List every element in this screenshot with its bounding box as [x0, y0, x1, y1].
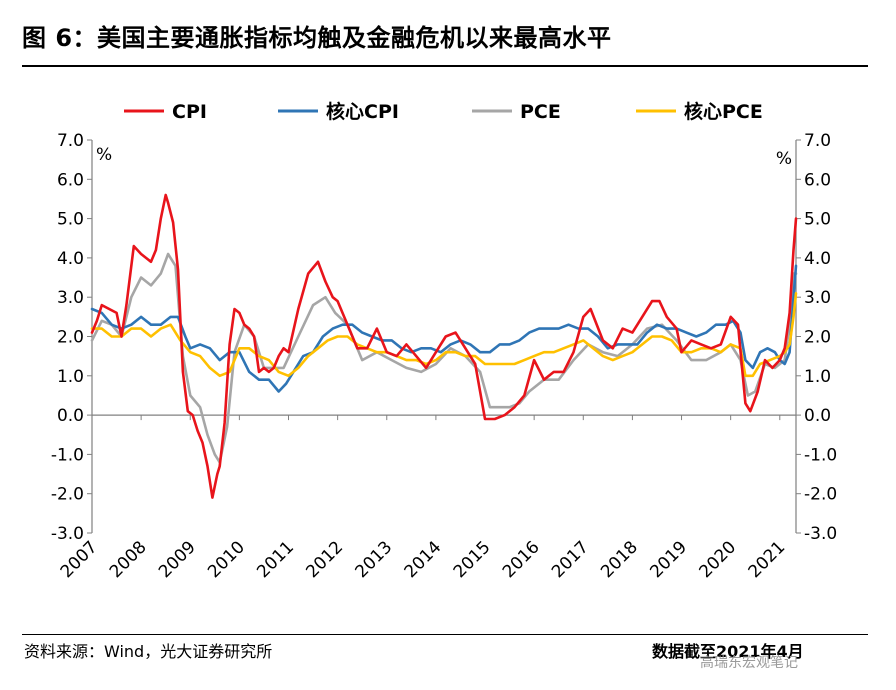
x-tick-label: 2020: [695, 537, 740, 582]
legend-label: 核心CPI: [326, 100, 399, 123]
series-line-2: [90, 264, 798, 393]
x-tick-label: 2018: [597, 537, 642, 582]
x-tick-label: 2015: [450, 537, 495, 582]
y-tick-label-right: 5.0: [804, 210, 831, 230]
legend-label: 核心PCE: [684, 100, 763, 123]
y-tick-label-left: 3.0: [57, 288, 84, 308]
y-unit-right: %: [776, 149, 792, 169]
x-tick-label: 2009: [155, 537, 200, 582]
y-tick-label-left: -2.0: [51, 485, 84, 505]
y-tick-label-left: -1.0: [51, 445, 84, 465]
series-line-3: [90, 252, 798, 464]
y-tick-label-left: 1.0: [57, 367, 84, 387]
y-tick-label-right: 2.0: [804, 328, 831, 348]
x-tick-label: 2017: [548, 537, 593, 582]
y-tick-label-left: 5.0: [57, 210, 84, 230]
y-unit-left: %: [96, 145, 112, 165]
y-tick-label-left: 0.0: [57, 406, 84, 426]
legend-label: PCE: [520, 101, 561, 123]
series-line-1: [90, 193, 798, 499]
x-tick-label: 2012: [302, 537, 347, 582]
x-tick-label: 2008: [106, 537, 151, 582]
y-tick-label-right: -1.0: [804, 445, 837, 465]
x-tick-label: 2010: [204, 537, 249, 582]
title-divider: [22, 65, 868, 67]
y-tick-label-right: 7.0: [804, 131, 831, 151]
source-note: 资料来源：Wind，光大证券研究所: [24, 642, 273, 661]
y-tick-label-right: 1.0: [804, 367, 831, 387]
y-tick-label-right: 6.0: [804, 170, 831, 190]
y-tick-label-right: -2.0: [804, 485, 837, 505]
y-tick-label-right: 3.0: [804, 288, 831, 308]
x-tick-label: 2007: [57, 537, 102, 582]
x-tick-label: 2013: [352, 537, 397, 582]
x-tick-label: 2021: [745, 537, 790, 582]
x-tick-label: 2016: [499, 537, 544, 582]
y-tick-label-right: 0.0: [804, 406, 831, 426]
x-tick-label: 2011: [253, 537, 298, 582]
y-tick-label-left: -3.0: [51, 524, 84, 544]
watermark-text: 高瑞东宏观笔记: [700, 655, 798, 671]
y-tick-label-left: 2.0: [57, 328, 84, 348]
y-tick-label-left: 6.0: [57, 170, 84, 190]
data-date-note: 数据截至2021年4月: [652, 642, 804, 661]
figure-title: 图 6：美国主要通胀指标均触及金融危机以来最高水平: [22, 24, 612, 52]
x-tick-label: 2019: [646, 537, 691, 582]
legend-label: CPI: [172, 101, 207, 123]
y-tick-label-right: -3.0: [804, 524, 837, 544]
y-tick-label-left: 7.0: [57, 131, 84, 151]
chart-series: [90, 193, 798, 499]
footer-divider: [22, 634, 868, 635]
y-tick-label-left: 4.0: [57, 249, 84, 269]
x-tick-label: 2014: [401, 537, 446, 582]
y-tick-label-right: 4.0: [804, 249, 831, 269]
legend: CPI 核心CPI PCE 核心PCE: [124, 100, 763, 123]
series-line-4: [90, 291, 798, 378]
